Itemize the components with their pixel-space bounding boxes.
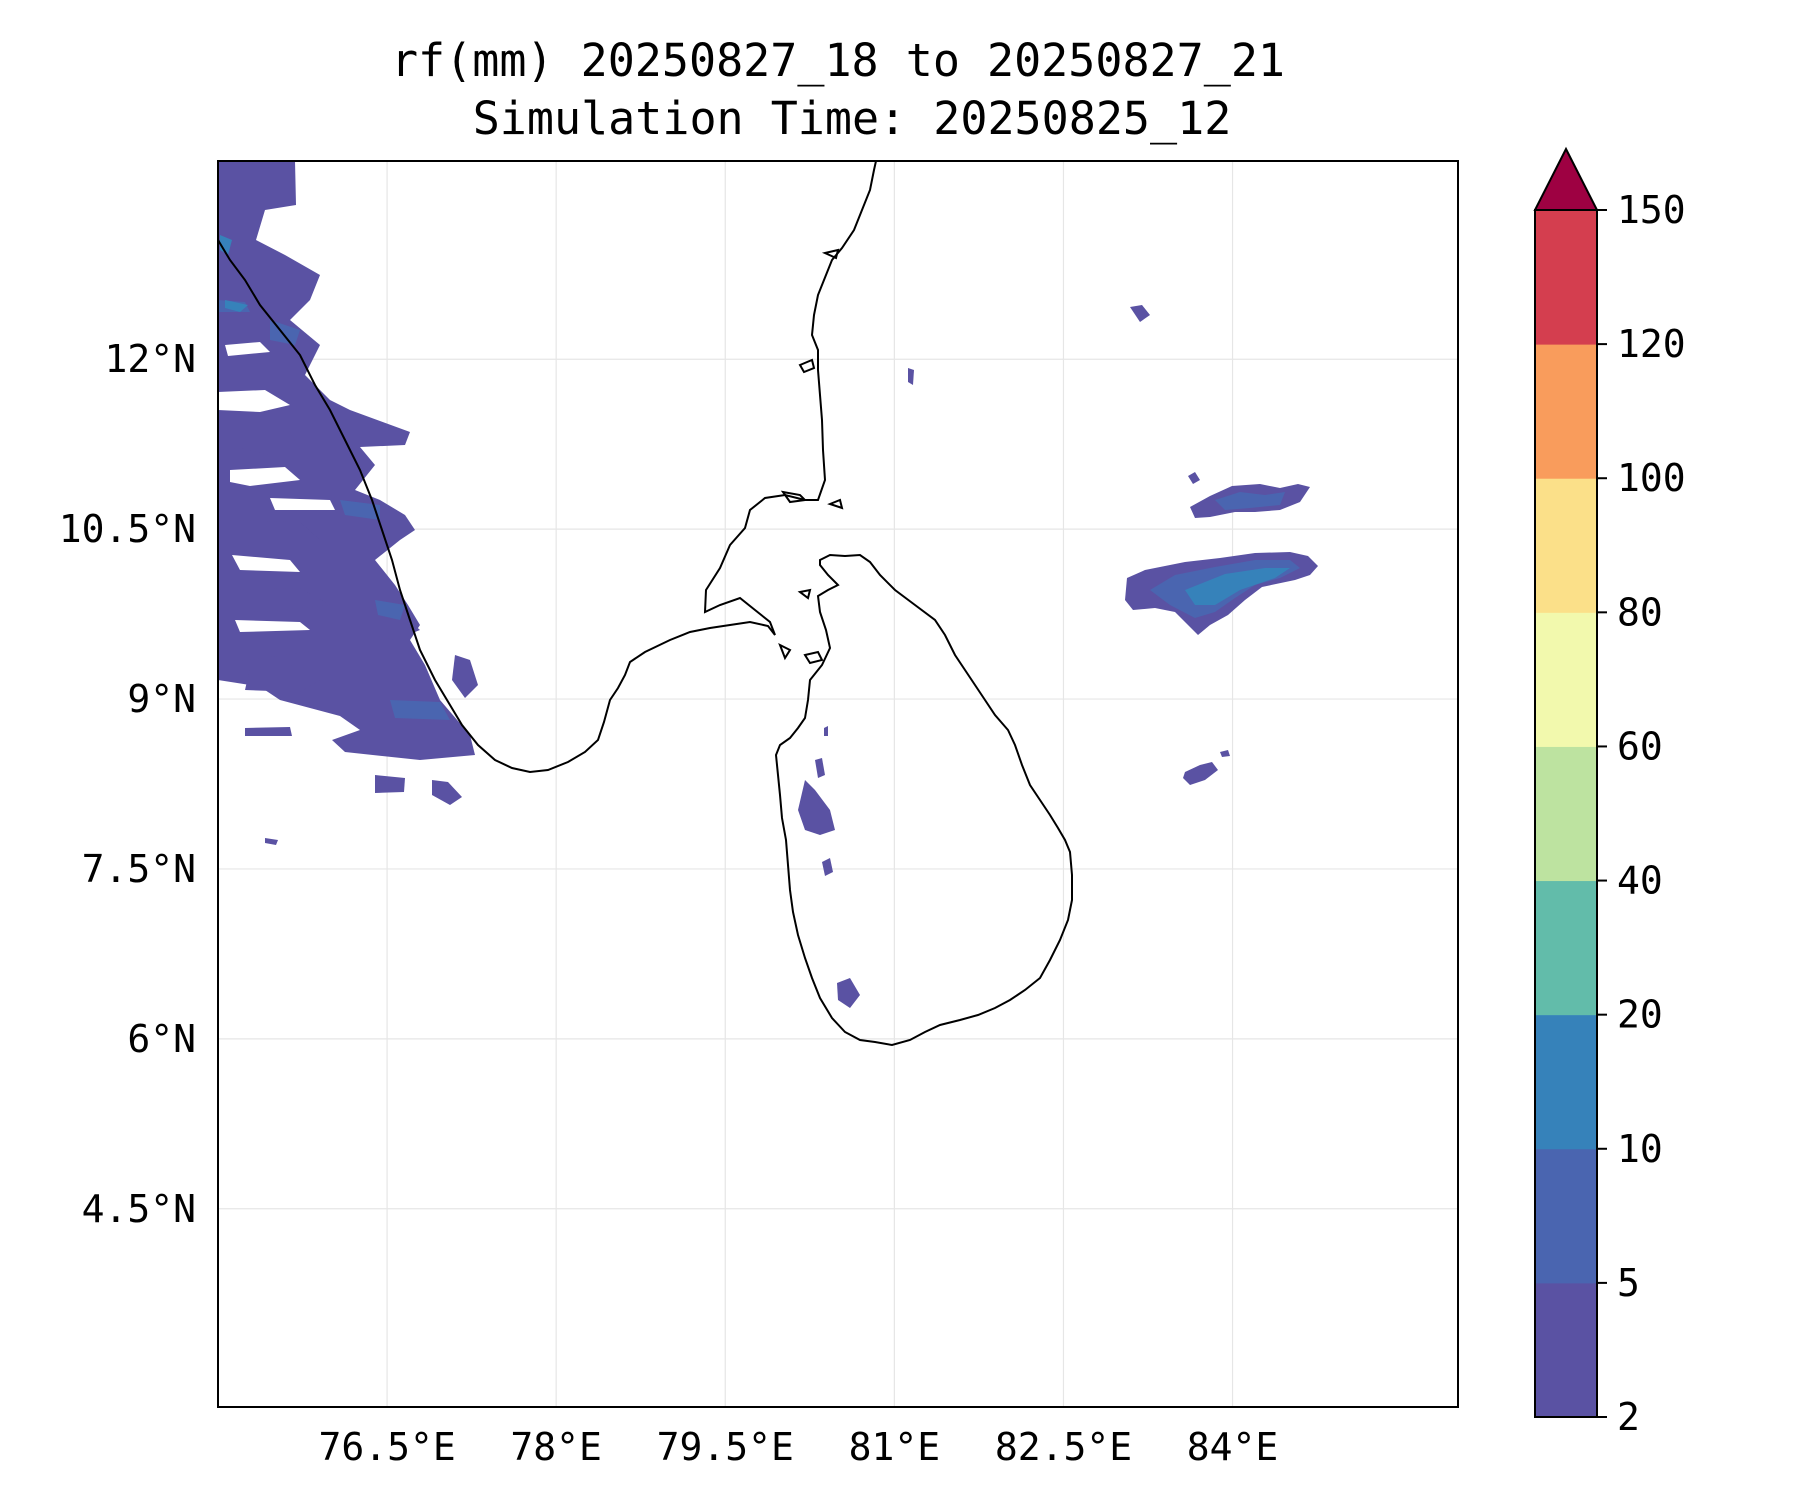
colorbar-tick-label: 40 [1617, 859, 1663, 903]
colorbar-bands [1535, 210, 1597, 1418]
rain-patch [432, 780, 462, 805]
lat-tick-label: 12°N [104, 337, 196, 381]
rain-patch [350, 612, 420, 640]
rain-patch [1215, 492, 1285, 510]
rain-patch [265, 838, 278, 845]
lat-tick-label: 10.5°N [59, 507, 196, 551]
sri-lanka-coastline [774, 553, 1073, 1047]
colorbar-tick-label: 80 [1617, 590, 1663, 634]
rain-patch [908, 368, 914, 385]
colorbar-tick-label: 20 [1617, 993, 1663, 1037]
rain-patch [218, 430, 300, 455]
colorbar-band [1535, 880, 1597, 1016]
coast-detail [798, 358, 816, 374]
colorbar-band [1535, 210, 1597, 345]
latitude-axis: 12°N 10.5°N 9°N 7.5°N 6°N 4.5°N [59, 337, 196, 1231]
rain-patch [375, 775, 405, 793]
lat-tick-label: 6°N [127, 1017, 196, 1061]
colorbar-tick-label: 2 [1617, 1395, 1640, 1439]
rain-gap [270, 498, 335, 510]
lon-tick-label: 81°E [849, 1425, 941, 1469]
rain-patch [245, 665, 320, 692]
rain-patch [824, 726, 828, 736]
colorbar-tick-label: 120 [1617, 322, 1686, 366]
colorbar: 2 5 10 20 40 60 80 100 120 150 [1533, 146, 1686, 1439]
rain-gap [230, 467, 300, 486]
rain-region-bay-of-bengal [908, 305, 1318, 785]
colorbar-band [1535, 1014, 1597, 1150]
lat-tick-label: 7.5°N [82, 847, 196, 891]
lat-tick-label: 9°N [127, 677, 196, 721]
lon-tick-label: 79.5°E [657, 1425, 794, 1469]
rain-gap [232, 555, 300, 572]
colorbar-tick-label: 150 [1617, 188, 1686, 232]
rain-patch [1188, 472, 1200, 484]
rain-gap [235, 620, 310, 632]
rain-patch [837, 978, 860, 1008]
rain-patch [375, 600, 405, 620]
map-plot-area [217, 160, 1459, 1408]
colorbar-tick-label: 60 [1617, 724, 1663, 768]
rain-region-west-coast [218, 161, 478, 845]
rainfall-field [218, 161, 1318, 1008]
coast-detail [827, 498, 844, 510]
coast-detail [803, 650, 824, 665]
colorbar-band [1535, 612, 1597, 747]
lon-tick-label: 78°E [510, 1425, 602, 1469]
lat-tick-label: 4.5°N [82, 1187, 196, 1231]
map-frame [217, 160, 1459, 1408]
longitude-axis: 76.5°E 78°E 79.5°E 81°E 82.5°E 84°E [318, 1425, 1278, 1469]
coast-detail [797, 588, 812, 600]
colorbar-extend-arrow [1533, 146, 1599, 211]
india-coastline [217, 160, 877, 774]
coast-detail [821, 248, 840, 260]
lon-tick-label: 84°E [1187, 1425, 1279, 1469]
rain-patch [1185, 568, 1290, 605]
colorbar-band [1535, 1148, 1597, 1284]
colorbar-tick-label: 5 [1617, 1261, 1640, 1305]
map-subtitle: Simulation Time: 20250825_12 [473, 92, 1232, 145]
rain-gap [218, 390, 290, 412]
coast-detail [780, 490, 808, 504]
coast-detail [778, 642, 792, 661]
map-title: rf(mm) 20250827_18 to 20250827_21 [391, 34, 1285, 87]
colorbar-ticks: 2 5 10 20 40 60 80 100 120 150 [1597, 188, 1686, 1439]
rain-patch [798, 780, 835, 835]
rain-gaps [218, 342, 335, 632]
colorbar-tick-label: 100 [1617, 456, 1686, 500]
map-background [218, 161, 1458, 1407]
rain-patch [218, 635, 320, 662]
coastlines [217, 160, 1073, 1047]
colorbar-frame [1534, 209, 1598, 1418]
colorbar-band [1535, 1282, 1597, 1418]
rain-patch [218, 161, 475, 760]
lon-tick-label: 82.5°E [995, 1425, 1132, 1469]
colorbar-tick-label: 10 [1617, 1127, 1663, 1171]
colorbar-band [1535, 478, 1597, 613]
rain-region-sri-lanka [798, 726, 860, 1008]
colorbar-band [1535, 746, 1597, 882]
rain-patch [218, 588, 330, 612]
rain-gap [225, 342, 270, 356]
rain-patch [1183, 762, 1218, 785]
lon-tick-label: 76.5°E [318, 1425, 455, 1469]
rain-patch [1220, 750, 1230, 757]
rain-patch [822, 858, 833, 876]
rain-patch [452, 655, 478, 698]
rain-patch [390, 700, 450, 720]
colorbar-band [1535, 344, 1597, 479]
rain-patch [218, 520, 320, 548]
rain-patch [340, 500, 380, 520]
rain-patch [245, 727, 292, 736]
rain-patch [1130, 305, 1150, 322]
rain-patch [815, 758, 825, 778]
rain-patch [225, 300, 248, 312]
